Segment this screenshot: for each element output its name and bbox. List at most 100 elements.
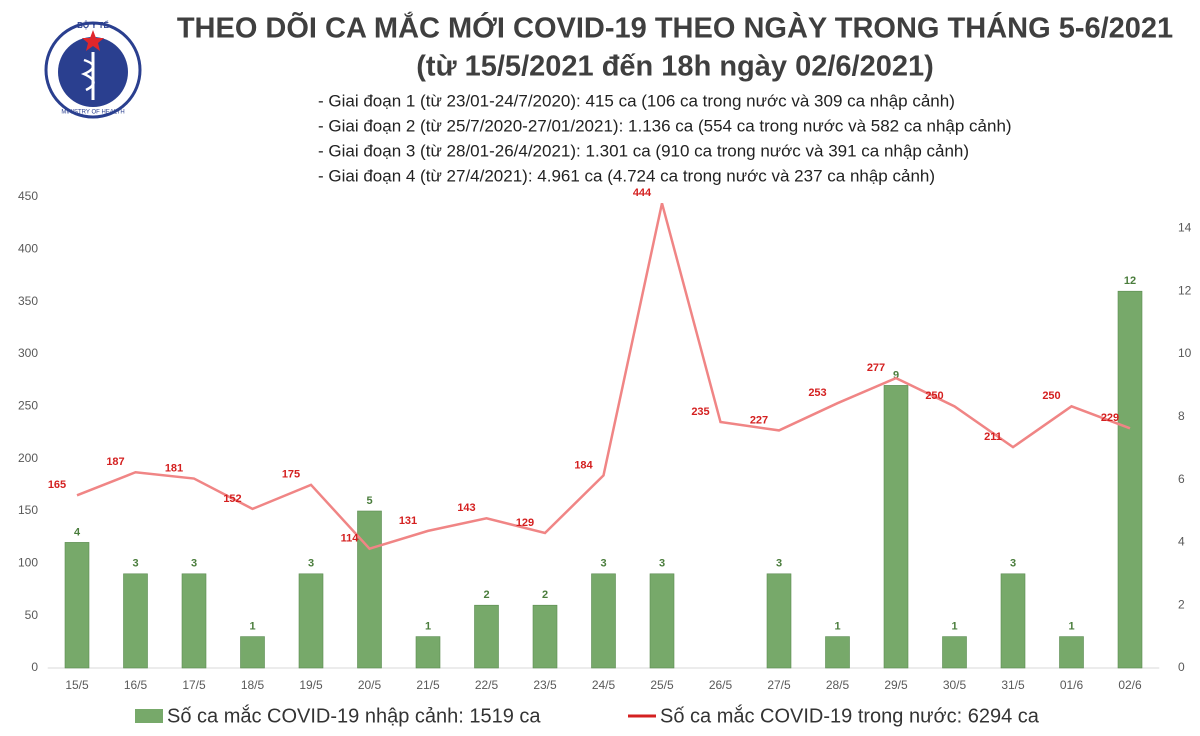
line-label: 143 [457, 502, 475, 514]
x-tick-label: 01/6 [1060, 678, 1084, 692]
bar [532, 604, 558, 669]
x-tick-label: 19/5 [299, 678, 323, 692]
x-tick-label: 17/5 [182, 678, 206, 692]
note: - Giai đoạn 3 (từ 28/01-26/4/2021): 1.30… [318, 141, 969, 160]
bar-label: 9 [893, 369, 899, 381]
bar [591, 573, 616, 669]
y2-tick-label: 0 [1178, 660, 1185, 674]
x-tick-label: 24/5 [592, 678, 616, 692]
bar-label: 12 [1124, 275, 1136, 287]
bar [474, 604, 499, 669]
chart-subtitle: (từ 15/5/2021 đến 18h ngày 02/6/2021) [416, 51, 934, 83]
bar-label: 3 [600, 558, 606, 570]
x-tick-label: 22/5 [475, 678, 499, 692]
bar-label: 3 [776, 558, 782, 570]
line-label: 277 [867, 362, 885, 374]
bar [825, 636, 850, 669]
bar-label: 2 [483, 589, 489, 601]
y-tick-label: 0 [31, 660, 38, 674]
line [76, 202, 1131, 551]
y-tick-label: 200 [18, 451, 38, 465]
y2-tick-label: 6 [1178, 472, 1185, 486]
x-tick-label: 26/5 [709, 678, 733, 692]
bar-label: 1 [1068, 621, 1074, 633]
x-tick-label: 28/5 [826, 678, 850, 692]
line-label: 250 [1042, 390, 1060, 402]
bar-label: 1 [834, 621, 840, 633]
legend-label: Số ca mắc COVID-19 trong nước: 6294 ca [660, 704, 1040, 727]
y-tick-label: 250 [18, 399, 38, 413]
line-label: 152 [223, 493, 241, 505]
bar-label: 3 [191, 558, 197, 570]
line-label: 444 [633, 187, 652, 199]
y2-tick-label: 14 [1178, 221, 1192, 235]
bar [1117, 290, 1143, 669]
line-label: 114 [341, 533, 360, 545]
bar-label: 1 [425, 621, 431, 633]
note: - Giai đoạn 4 (từ 27/4/2021): 4.961 ca (… [318, 166, 935, 185]
bar [766, 573, 792, 669]
y-tick-label: 350 [18, 294, 38, 308]
bar [649, 573, 675, 669]
y-tick-label: 400 [18, 242, 38, 256]
bar-label: 3 [308, 558, 314, 570]
bar [1059, 636, 1084, 669]
note: - Giai đoạn 2 (từ 25/7/2020-27/01/2021):… [318, 116, 1012, 135]
line-label: 227 [750, 414, 768, 426]
bar [240, 636, 265, 669]
bar-label: 1 [249, 621, 255, 633]
bar [298, 573, 324, 669]
line-label: 250 [925, 390, 943, 402]
y2-tick-label: 12 [1178, 283, 1192, 297]
line-label: 211 [984, 431, 1002, 443]
y2-tick-label: 8 [1178, 409, 1185, 423]
x-tick-label: 18/5 [241, 678, 265, 692]
x-tick-label: 31/5 [1001, 678, 1025, 692]
chart-title: THEO DÕI CA MẮC MỚI COVID-19 THEO NGÀY T… [177, 11, 1173, 45]
y-tick-label: 150 [18, 503, 38, 517]
x-tick-label: 02/6 [1118, 678, 1142, 692]
y-tick-label: 100 [18, 556, 38, 570]
line-label: 131 [399, 515, 417, 527]
line-label: 253 [808, 387, 826, 399]
y2-tick-label: 2 [1178, 597, 1185, 611]
bar [357, 510, 382, 669]
line-label: 187 [106, 456, 124, 468]
y2-tick-label: 10 [1178, 346, 1192, 360]
x-tick-label: 21/5 [416, 678, 440, 692]
y-tick-label: 50 [25, 608, 39, 622]
line-label: 175 [282, 469, 300, 481]
x-tick-label: 29/5 [884, 678, 908, 692]
line-label: 181 [165, 462, 183, 474]
y2-tick-label: 4 [1178, 535, 1185, 549]
line-label: 165 [48, 479, 66, 491]
legend-label: Số ca mắc COVID-19 nhập cảnh: 1519 ca [167, 704, 541, 727]
x-tick-label: 23/5 [533, 678, 557, 692]
logo-text: BỘ Y TẾ [77, 20, 109, 30]
bar [64, 542, 90, 669]
bar [883, 385, 909, 669]
legend-swatch [135, 709, 163, 723]
bar-label: 5 [366, 495, 372, 507]
bar [942, 636, 967, 669]
bar [181, 573, 207, 669]
bar [415, 636, 441, 669]
y-tick-label: 300 [18, 346, 38, 360]
bar-label: 3 [659, 558, 665, 570]
bar-label: 3 [1010, 558, 1016, 570]
line-label: 229 [1101, 412, 1119, 424]
y-tick-label: 450 [18, 189, 38, 203]
bar-label: 1 [951, 621, 957, 633]
note: - Giai đoạn 1 (từ 23/01-24/7/2020): 415 … [318, 91, 955, 110]
bar [1000, 573, 1026, 669]
bar-label: 4 [74, 526, 81, 538]
x-tick-label: 20/5 [358, 678, 382, 692]
line-label: 129 [516, 517, 534, 529]
bar [123, 573, 148, 669]
x-tick-label: 30/5 [943, 678, 967, 692]
x-tick-label: 16/5 [124, 678, 148, 692]
bar-label: 2 [542, 589, 548, 601]
line-label: 184 [574, 459, 593, 471]
x-tick-label: 15/5 [65, 678, 89, 692]
